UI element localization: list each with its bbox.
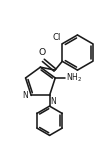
Text: O: O xyxy=(39,48,46,57)
Text: NH$_2$: NH$_2$ xyxy=(66,72,82,84)
Text: N: N xyxy=(23,91,28,100)
Text: N: N xyxy=(51,97,56,106)
Text: Cl: Cl xyxy=(53,33,61,42)
